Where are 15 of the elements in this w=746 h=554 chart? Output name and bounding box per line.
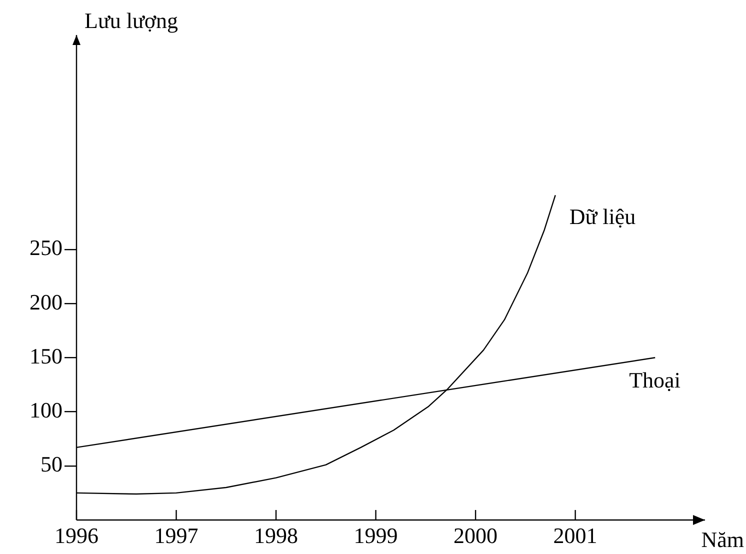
- x-tick-label: 1996: [54, 522, 98, 548]
- series-label: Dữ liệu: [569, 204, 636, 230]
- y-tick-label: 200: [30, 289, 62, 314]
- x-axis-title: Năm: [701, 526, 744, 552]
- x-tick-label: 1999: [354, 522, 398, 548]
- x-tick-label: 2000: [454, 522, 498, 548]
- y-axis-title: Lưu lượng: [84, 8, 178, 33]
- series-label: Thoại: [629, 367, 680, 392]
- x-tick-label: 2001: [553, 522, 598, 548]
- y-tick-label: 150: [30, 343, 62, 368]
- y-tick-label: 250: [30, 235, 62, 260]
- y-tick-label: 50: [40, 452, 62, 477]
- x-tick-label: 1997: [154, 522, 198, 548]
- x-tick-label: 1998: [254, 522, 298, 548]
- y-tick-label: 100: [30, 398, 62, 423]
